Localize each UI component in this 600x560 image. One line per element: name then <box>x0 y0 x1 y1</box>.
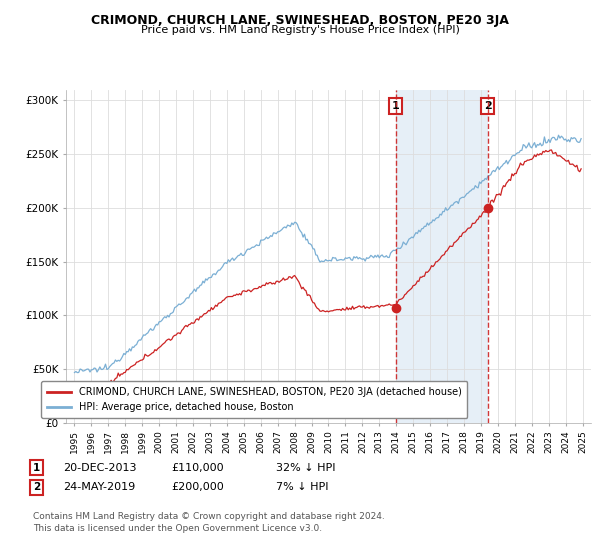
Bar <box>396 90 488 423</box>
Text: 7% ↓ HPI: 7% ↓ HPI <box>276 482 329 492</box>
Text: 2: 2 <box>484 101 491 111</box>
Text: 32% ↓ HPI: 32% ↓ HPI <box>276 463 335 473</box>
Text: £110,000: £110,000 <box>171 463 224 473</box>
Text: 2: 2 <box>33 482 40 492</box>
Text: 24-MAY-2019: 24-MAY-2019 <box>63 482 135 492</box>
Text: Price paid vs. HM Land Registry's House Price Index (HPI): Price paid vs. HM Land Registry's House … <box>140 25 460 35</box>
Text: 1: 1 <box>392 101 400 111</box>
Text: £200,000: £200,000 <box>171 482 224 492</box>
Text: This data is licensed under the Open Government Licence v3.0.: This data is licensed under the Open Gov… <box>33 524 322 533</box>
Legend: CRIMOND, CHURCH LANE, SWINESHEAD, BOSTON, PE20 3JA (detached house), HPI: Averag: CRIMOND, CHURCH LANE, SWINESHEAD, BOSTON… <box>41 381 467 418</box>
Text: 1: 1 <box>33 463 40 473</box>
Text: 20-DEC-2013: 20-DEC-2013 <box>63 463 137 473</box>
Text: CRIMOND, CHURCH LANE, SWINESHEAD, BOSTON, PE20 3JA: CRIMOND, CHURCH LANE, SWINESHEAD, BOSTON… <box>91 14 509 27</box>
Text: Contains HM Land Registry data © Crown copyright and database right 2024.: Contains HM Land Registry data © Crown c… <box>33 512 385 521</box>
